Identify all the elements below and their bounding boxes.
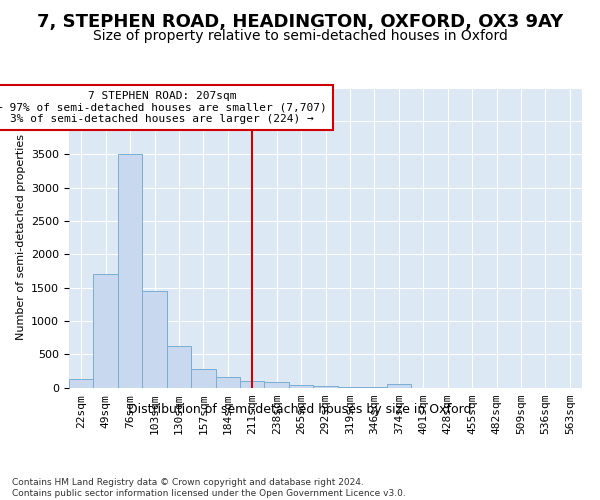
Bar — [167, 346, 191, 388]
Bar — [215, 377, 240, 388]
Bar — [313, 386, 338, 388]
Bar — [338, 387, 362, 388]
Bar — [191, 369, 215, 388]
Bar — [118, 154, 142, 388]
Text: Contains HM Land Registry data © Crown copyright and database right 2024.
Contai: Contains HM Land Registry data © Crown c… — [12, 478, 406, 498]
Bar — [142, 291, 167, 388]
Bar — [386, 384, 411, 388]
Text: 7 STEPHEN ROAD: 207sqm
← 97% of semi-detached houses are smaller (7,707)
3% of s: 7 STEPHEN ROAD: 207sqm ← 97% of semi-det… — [0, 91, 327, 124]
Bar — [94, 274, 118, 388]
Bar — [69, 379, 94, 388]
Bar — [265, 382, 289, 388]
Text: Distribution of semi-detached houses by size in Oxford: Distribution of semi-detached houses by … — [128, 402, 472, 415]
Bar — [240, 380, 265, 388]
Text: 7, STEPHEN ROAD, HEADINGTON, OXFORD, OX3 9AY: 7, STEPHEN ROAD, HEADINGTON, OXFORD, OX3… — [37, 12, 563, 30]
Text: Size of property relative to semi-detached houses in Oxford: Size of property relative to semi-detach… — [92, 29, 508, 43]
Y-axis label: Number of semi-detached properties: Number of semi-detached properties — [16, 134, 26, 340]
Bar — [289, 385, 313, 388]
